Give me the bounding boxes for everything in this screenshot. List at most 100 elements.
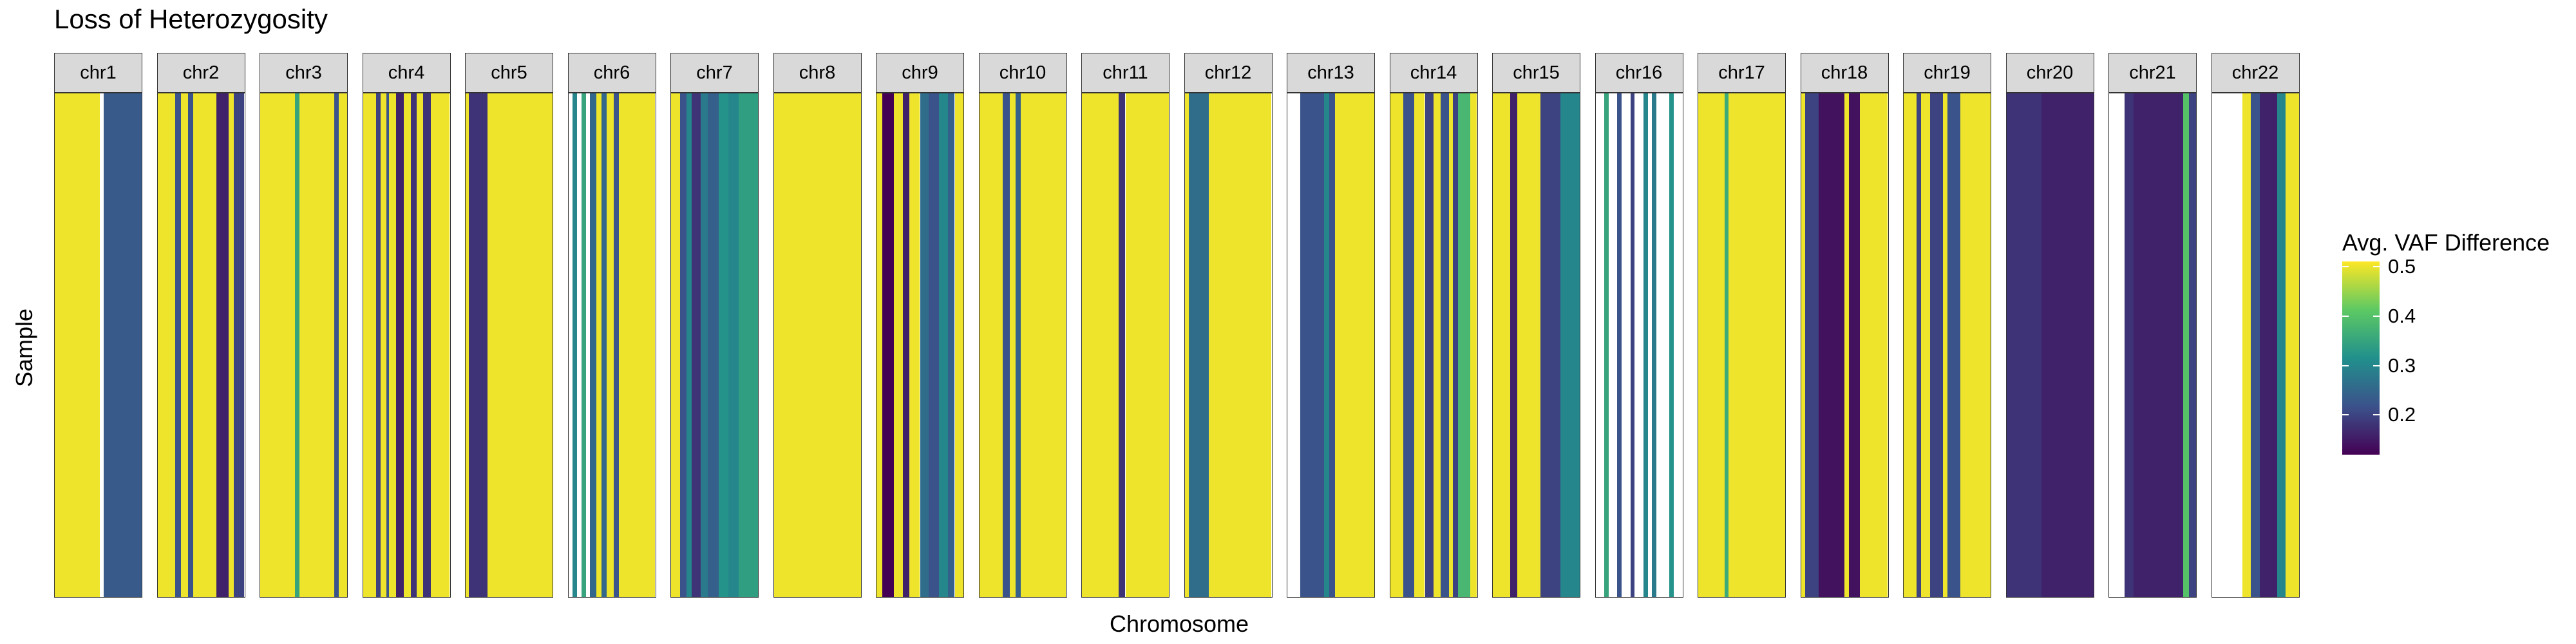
- heat-segment: [1452, 93, 1458, 597]
- heat-segment: [700, 93, 708, 597]
- heat-segment: [103, 93, 142, 597]
- panel-plot-area: [1800, 93, 1889, 598]
- strip-label-chr3: chr3: [260, 53, 348, 93]
- panel-chr9: chr9: [876, 53, 964, 598]
- legend-tick-mark: [2373, 365, 2380, 366]
- legend-tick-label: 0.4: [2388, 304, 2416, 327]
- legend-tick-mark: [2342, 265, 2349, 267]
- heat-segment: [2041, 93, 2050, 597]
- heat-segment: [707, 93, 719, 597]
- heat-segment: [1560, 93, 1580, 597]
- heat-segment: [1947, 93, 1960, 597]
- heat-segment: [876, 93, 883, 597]
- heat-segment: [590, 93, 596, 597]
- chart-title: Loss of Heterozygosity: [54, 4, 328, 34]
- heat-segment: [295, 93, 299, 597]
- heat-segment: [1728, 93, 1785, 597]
- heat-segment: [187, 93, 193, 597]
- strip-label-chr22: chr22: [2211, 53, 2300, 93]
- legend-tick-mark: [2373, 414, 2380, 416]
- heat-segment: [2050, 93, 2094, 597]
- heat-segment: [410, 93, 417, 597]
- panel-plot-area: [1492, 93, 1580, 598]
- strip-label-chr18: chr18: [1800, 53, 1889, 93]
- heat-segment: [2242, 93, 2251, 597]
- heat-segment: [1457, 93, 1470, 597]
- heat-segment: [422, 93, 431, 597]
- heat-segment: [1209, 93, 1272, 597]
- heat-segment: [1323, 93, 1329, 597]
- strip-label-chr20: chr20: [2005, 53, 2094, 93]
- strip-label-chr15: chr15: [1492, 53, 1580, 93]
- panel-plot-area: [2108, 93, 2197, 598]
- heat-segment: [430, 93, 450, 597]
- panel-plot-area: [1595, 93, 1683, 598]
- panel-chr6: chr6: [567, 53, 656, 598]
- panel-chr10: chr10: [978, 53, 1067, 598]
- panel-plot-area: [876, 93, 964, 598]
- heat-segment: [466, 93, 469, 597]
- panel-chr21: chr21: [2108, 53, 2197, 598]
- legend-colorbar: [2342, 261, 2380, 455]
- panel-chr15: chr15: [1492, 53, 1580, 598]
- heat-segment: [1630, 93, 1635, 597]
- heat-segment: [216, 93, 229, 597]
- heat-segment: [1335, 93, 1374, 597]
- strip-label-chr21: chr21: [2108, 53, 2197, 93]
- heat-segment: [1510, 93, 1517, 597]
- heat-segment: [2259, 93, 2277, 597]
- strip-label-chr14: chr14: [1389, 53, 1478, 93]
- panel-chr22: chr22: [2211, 53, 2300, 598]
- heat-segment: [1184, 93, 1189, 597]
- heat-segment: [894, 93, 903, 597]
- heat-segment: [920, 93, 929, 597]
- panel-plot-area: [156, 93, 245, 598]
- panel-chr7: chr7: [670, 53, 759, 598]
- heat-segment: [882, 93, 894, 597]
- panel-plot-area: [1389, 93, 1478, 598]
- heat-segment: [403, 93, 411, 597]
- heat-segment: [618, 93, 656, 597]
- heat-segment: [947, 93, 955, 597]
- heat-segment: [1917, 93, 1921, 597]
- panel-plot-area: [1287, 93, 1375, 598]
- heat-segment: [2133, 93, 2183, 597]
- heat-segment: [1517, 93, 1541, 597]
- heat-segment: [193, 93, 217, 597]
- heat-segment: [939, 93, 948, 597]
- heat-segment: [979, 93, 1003, 597]
- heat-segment: [1414, 93, 1425, 597]
- strip-label-chr16: chr16: [1595, 53, 1683, 93]
- heat-segment: [613, 93, 619, 597]
- panel-plot-area: [54, 93, 142, 598]
- heat-segment: [1009, 93, 1016, 597]
- panel-chr8: chr8: [773, 53, 862, 598]
- heat-segment: [1434, 93, 1441, 597]
- heat-segment: [234, 93, 245, 597]
- panel-chr4: chr4: [362, 53, 451, 598]
- panel-plot-area: [978, 93, 1067, 598]
- panel-chr5: chr5: [465, 53, 553, 598]
- heat-segment: [739, 93, 758, 597]
- legend-tick-label: 0.5: [2388, 254, 2416, 278]
- heat-segment: [1652, 93, 1656, 597]
- heat-segment: [338, 93, 347, 597]
- heat-segment: [1016, 93, 1021, 597]
- heat-segment: [1942, 93, 1947, 597]
- heat-segment: [1844, 93, 1849, 597]
- heat-segment: [1643, 93, 1648, 597]
- panel-plot-area: [670, 93, 759, 598]
- panel-chr12: chr12: [1184, 53, 1273, 598]
- legend-tick-mark: [2373, 315, 2380, 317]
- heat-segment: [487, 93, 553, 597]
- strip-label-chr19: chr19: [1903, 53, 1991, 93]
- heat-segment: [299, 93, 334, 597]
- heat-segment: [2251, 93, 2260, 597]
- strip-label-chr12: chr12: [1184, 53, 1273, 93]
- heat-segment: [902, 93, 910, 597]
- heat-segment: [606, 93, 614, 597]
- heat-segment: [1617, 93, 1622, 597]
- panel-chr16: chr16: [1595, 53, 1683, 598]
- heat-segment: [1805, 93, 1819, 597]
- panel-plot-area: [260, 93, 348, 598]
